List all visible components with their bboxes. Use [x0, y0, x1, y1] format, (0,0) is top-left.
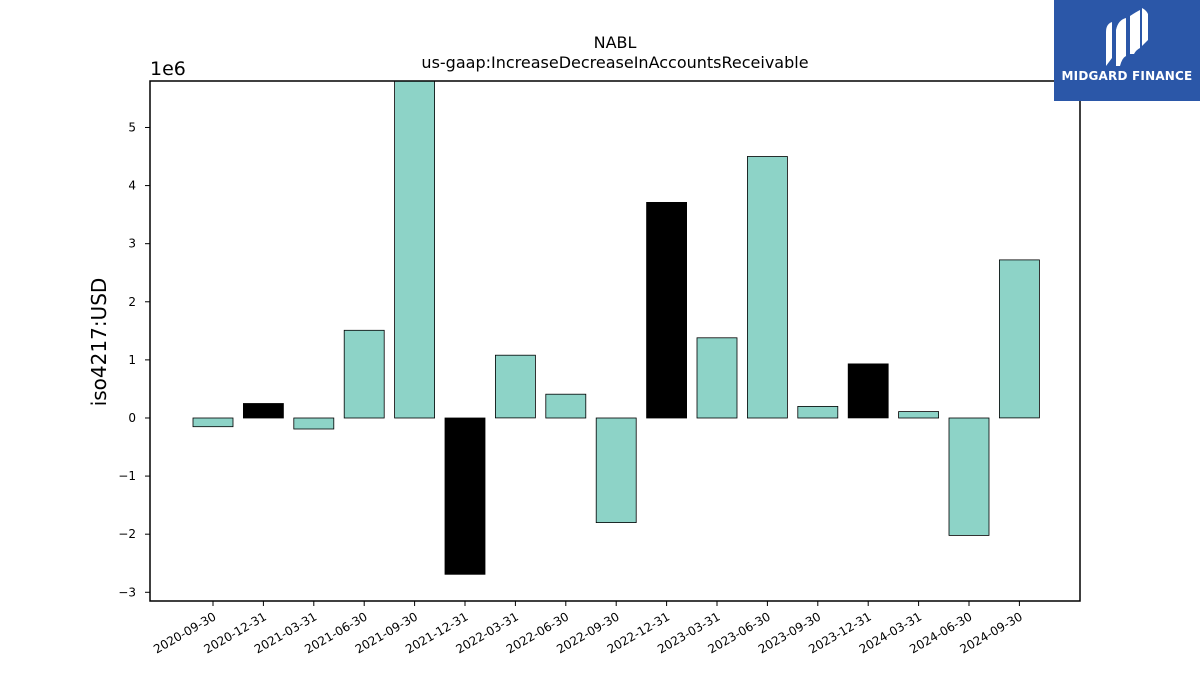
bar-2021-12-31 — [444, 417, 486, 575]
chart-title: NABL — [594, 33, 637, 52]
y-tick-label: 4 — [128, 179, 136, 193]
bar-2024-09-30 — [999, 259, 1040, 419]
bar-2023-06-30 — [747, 156, 788, 419]
brand-logo-text: MIDGARD FINANCE — [1061, 69, 1193, 83]
bar-2023-03-31 — [696, 337, 738, 419]
bars-group — [192, 80, 1040, 575]
bar-2020-09-30 — [192, 417, 234, 428]
axis-offset-text: 1e6 — [150, 58, 186, 80]
bar-2022-12-31 — [646, 201, 687, 419]
bar-2021-06-30 — [343, 329, 385, 419]
plot-frame — [149, 80, 1081, 602]
y-tick-label: −1 — [118, 469, 136, 483]
bar-2023-12-31 — [847, 363, 889, 419]
bar-2022-09-30 — [595, 417, 637, 523]
y-tick-label: −3 — [118, 585, 136, 599]
y-ticks-group: −3 −2 −1 0 1 2 3 4 5 — [118, 120, 150, 599]
bar-2021-03-31 — [293, 417, 335, 430]
midgard-logo-icon — [1106, 8, 1148, 66]
y-tick-label: 3 — [128, 237, 136, 251]
bar-2020-12-31 — [242, 403, 284, 419]
bar-2024-06-30 — [948, 417, 990, 536]
bar-2024-03-31 — [898, 411, 939, 419]
bar-2022-03-31 — [494, 354, 536, 419]
y-tick-label: −2 — [118, 527, 136, 541]
y-tick-label: 2 — [128, 295, 136, 309]
y-tick-label: 0 — [128, 411, 136, 425]
y-axis-label: iso4217:USD — [87, 278, 111, 407]
brand-logo: MIDGARD FINANCE — [1054, 0, 1200, 101]
y-tick-label: 5 — [128, 120, 136, 134]
y-tick-label: 1 — [128, 353, 136, 367]
bar-2022-06-30 — [545, 393, 587, 419]
x-ticks-group: 2020-09-302020-12-312021-03-312021-06-30… — [151, 601, 1025, 656]
chart-subtitle: us-gaap:IncreaseDecreaseInAccountsReceiv… — [421, 53, 808, 72]
bar-2023-09-30 — [797, 405, 839, 419]
bar-2021-09-30 — [394, 80, 436, 419]
